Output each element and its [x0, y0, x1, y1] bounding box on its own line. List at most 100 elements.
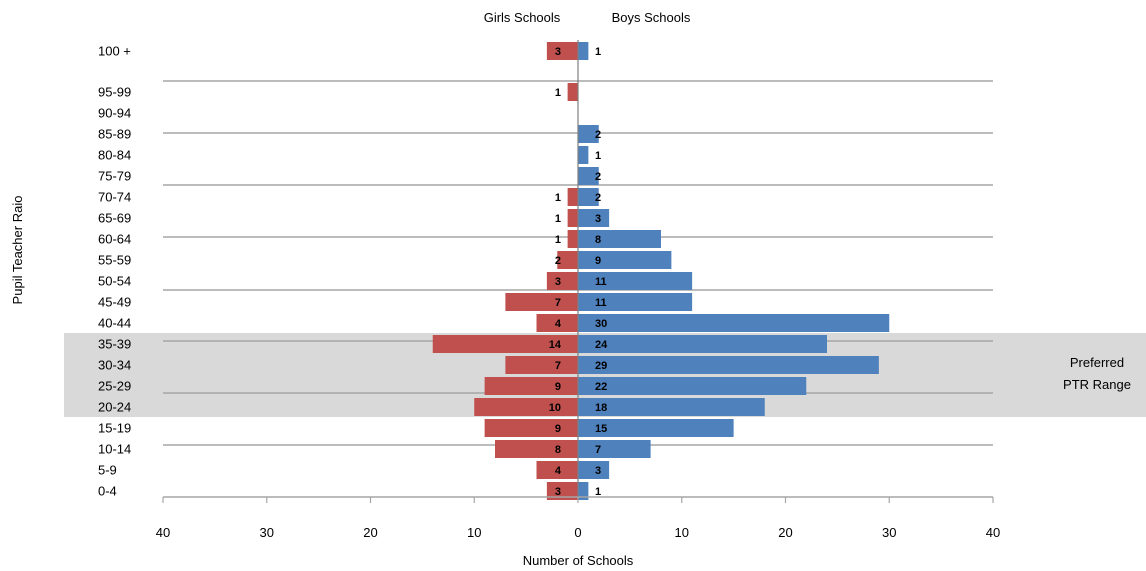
x-tick-label: 30: [882, 525, 896, 540]
y-tick-label: 10-14: [98, 442, 131, 457]
boys-bar-70-74: [578, 188, 599, 206]
boys-value-label-45-49: 11: [595, 297, 607, 309]
boys-bar-80-84: [578, 146, 589, 164]
boys-value-label-100 +: 1: [595, 46, 601, 58]
y-tick-label: 70-74: [98, 190, 131, 205]
boys-value-label-65-69: 3: [595, 213, 601, 225]
boys-bar-10-14: [578, 440, 651, 458]
girls-value-label-20-24: 10: [549, 402, 561, 414]
girls-value-label-40-44: 4: [555, 318, 562, 330]
boys-bar-55-59: [578, 251, 672, 269]
axes: 100 +95-9990-9485-8980-8475-7970-7465-69…: [98, 40, 1000, 540]
x-tick-label: 20: [363, 525, 377, 540]
x-axis-title: Number of Schools: [523, 553, 634, 568]
boys-bar-5-9: [578, 461, 610, 479]
boys-value-label-85-89: 2: [595, 129, 601, 141]
y-tick-label: 30-34: [98, 358, 131, 373]
boys-value-label-70-74: 2: [595, 192, 601, 204]
boys-bar-0-4: [578, 482, 589, 500]
boys-value-label-10-14: 7: [595, 444, 601, 456]
girls-value-label-50-54: 3: [555, 276, 561, 288]
boys-bar-85-89: [578, 125, 599, 143]
y-tick-label: 35-39: [98, 337, 131, 352]
girls-value-label-5-9: 4: [555, 465, 562, 477]
girls-bar-50-54: [546, 272, 578, 290]
y-tick-label: 75-79: [98, 169, 131, 184]
data-labels: 3111123741479109843121223891111302429221…: [549, 46, 608, 498]
girls-bar-70-74: [567, 188, 578, 206]
boys-bar-100 +: [578, 42, 589, 60]
girls-bar-55-59: [557, 251, 578, 269]
x-tick-label: 10: [467, 525, 481, 540]
girls-value-label-10-14: 8: [555, 444, 561, 456]
y-tick-label: 90-94: [98, 106, 131, 121]
x-tick-label: 10: [675, 525, 689, 540]
boys-bar-20-24: [578, 398, 765, 416]
boys-value-label-5-9: 3: [595, 465, 601, 477]
boys-value-label-50-54: 11: [595, 276, 607, 288]
girls-value-label-25-29: 9: [555, 381, 561, 393]
girls-schools-header: Girls Schools: [484, 10, 561, 25]
girls-bar-5-9: [536, 461, 578, 479]
y-tick-label: 55-59: [98, 253, 131, 268]
boys-schools-header: Boys Schools: [612, 10, 691, 25]
y-tick-label: 45-49: [98, 295, 131, 310]
girls-bar-100 +: [546, 42, 578, 60]
girls-bar-40-44: [536, 314, 578, 332]
y-tick-label: 0-4: [98, 484, 117, 499]
girls-bar-60-64: [567, 230, 578, 248]
boys-bar-35-39: [578, 335, 827, 353]
y-tick-label: 60-64: [98, 232, 131, 247]
girls-value-label-15-19: 9: [555, 423, 561, 435]
boys-bar-40-44: [578, 314, 890, 332]
girls-value-label-70-74: 1: [555, 192, 561, 204]
boys-bar-30-34: [578, 356, 879, 374]
y-tick-label: 50-54: [98, 274, 131, 289]
preferred-range-label-line2: PTR Range: [1063, 377, 1131, 392]
boys-value-label-75-79: 2: [595, 171, 601, 183]
boys-value-label-15-19: 15: [595, 423, 607, 435]
bars: [432, 42, 890, 500]
girls-bar-0-4: [546, 482, 578, 500]
boys-value-label-25-29: 22: [595, 381, 607, 393]
x-tick-label: 30: [260, 525, 274, 540]
girls-bar-15-19: [484, 419, 578, 437]
x-tick-label: 20: [778, 525, 792, 540]
y-tick-label: 5-9: [98, 463, 117, 478]
boys-bar-25-29: [578, 377, 807, 395]
girls-value-label-55-59: 2: [555, 255, 561, 267]
y-tick-label: 100 +: [98, 44, 131, 59]
y-tick-label: 25-29: [98, 379, 131, 394]
x-tick-label: 40: [156, 525, 170, 540]
boys-value-label-0-4: 1: [595, 486, 601, 498]
boys-bar-65-69: [578, 209, 610, 227]
y-tick-label: 20-24: [98, 400, 131, 415]
boys-value-label-55-59: 9: [595, 255, 601, 267]
girls-bar-35-39: [432, 335, 578, 353]
girls-bar-95-99: [567, 83, 578, 101]
boys-value-label-30-34: 29: [595, 360, 607, 372]
y-axis-title: Pupil Teacher Raio: [10, 196, 25, 305]
girls-value-label-65-69: 1: [555, 213, 561, 225]
girls-value-label-100 +: 3: [555, 46, 561, 58]
y-tick-label: 80-84: [98, 148, 131, 163]
girls-value-label-0-4: 3: [555, 486, 561, 498]
preferred-range-label-line1: Preferred: [1070, 355, 1124, 370]
boys-value-label-35-39: 24: [595, 339, 608, 351]
girls-value-label-95-99: 1: [555, 87, 561, 99]
girls-bar-20-24: [474, 398, 578, 416]
y-tick-label: 65-69: [98, 211, 131, 226]
girls-bar-65-69: [567, 209, 578, 227]
girls-value-label-60-64: 1: [555, 234, 561, 246]
boys-bar-50-54: [578, 272, 693, 290]
boys-value-label-80-84: 1: [595, 150, 601, 162]
x-tick-label: 0: [574, 525, 581, 540]
girls-bar-30-34: [505, 356, 578, 374]
girls-value-label-45-49: 7: [555, 297, 561, 309]
boys-value-label-60-64: 8: [595, 234, 601, 246]
y-tick-label: 15-19: [98, 421, 131, 436]
boys-value-label-20-24: 18: [595, 402, 607, 414]
girls-value-label-35-39: 14: [549, 339, 562, 351]
girls-value-label-30-34: 7: [555, 360, 561, 372]
x-tick-label: 40: [986, 525, 1000, 540]
